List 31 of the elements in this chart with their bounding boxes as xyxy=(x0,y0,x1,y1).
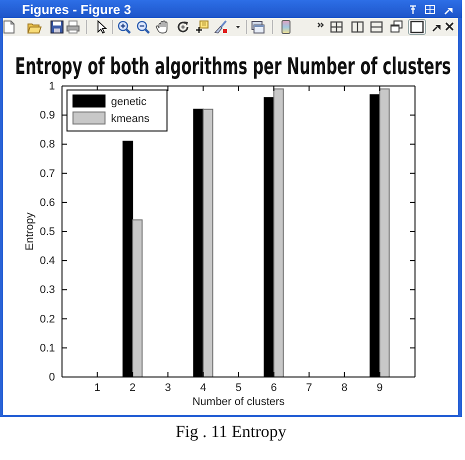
text: Figures - Figure 3 xyxy=(22,2,132,17)
y-tick-label: 0.8 xyxy=(40,138,55,151)
text: Fig . 11 Entropy xyxy=(176,422,287,441)
legend-label: kmeans xyxy=(111,113,150,125)
x-tick-label: 4 xyxy=(200,382,206,394)
y-tick-label: 0.7 xyxy=(40,168,55,180)
bar xyxy=(202,108,214,378)
x-tick-label: 2 xyxy=(130,382,136,394)
x-axis-title: Number of clusters xyxy=(192,396,286,408)
y-tick-label: 0.5 xyxy=(40,226,55,238)
y-tick-label: 0 xyxy=(48,372,55,384)
y-tick-label: 0.1 xyxy=(40,342,55,354)
x-tick-label: 6 xyxy=(270,382,277,394)
y-tick-label: 0.2 xyxy=(40,313,55,326)
bar xyxy=(273,88,284,378)
bar xyxy=(132,219,143,378)
bar xyxy=(379,88,390,378)
x-tick-label: 1 xyxy=(94,382,100,394)
chart-title: Entropy of both algorithms per Number of clusters xyxy=(15,52,451,80)
x-tick-label: 5 xyxy=(235,382,242,394)
y-axis-title: Entropy xyxy=(24,212,36,250)
y-tick-label: 0.9 xyxy=(40,110,55,122)
y-tick-label: 1 xyxy=(48,80,55,93)
x-tick-label: 7 xyxy=(306,382,312,394)
y-tick-label: 0.4 xyxy=(40,255,55,268)
y-tick-label: 0.3 xyxy=(40,284,55,296)
legend-label: genetic xyxy=(111,96,147,108)
x-tick-label: 9 xyxy=(376,382,383,394)
y-tick-label: 0.6 xyxy=(40,196,55,209)
x-tick-label: 3 xyxy=(164,382,171,394)
x-tick-label: 8 xyxy=(341,382,348,394)
